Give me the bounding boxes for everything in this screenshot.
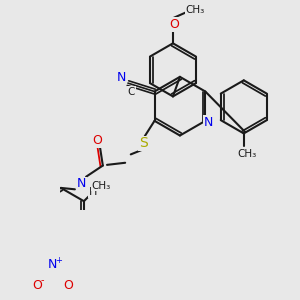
- Text: O: O: [169, 18, 179, 31]
- Text: S: S: [139, 136, 148, 150]
- Text: N: N: [77, 177, 87, 190]
- Text: CH₃: CH₃: [237, 149, 256, 159]
- Text: CH₃: CH₃: [91, 181, 110, 191]
- Text: O: O: [63, 279, 73, 292]
- Text: H: H: [89, 187, 97, 197]
- Text: CH₃: CH₃: [186, 5, 205, 15]
- Text: N: N: [48, 258, 57, 271]
- Text: +: +: [56, 256, 62, 265]
- Text: N: N: [116, 71, 126, 84]
- Text: O: O: [92, 134, 102, 147]
- Text: C: C: [128, 86, 135, 97]
- Text: N: N: [203, 116, 213, 129]
- Text: O: O: [32, 279, 42, 292]
- Text: -: -: [41, 275, 44, 285]
